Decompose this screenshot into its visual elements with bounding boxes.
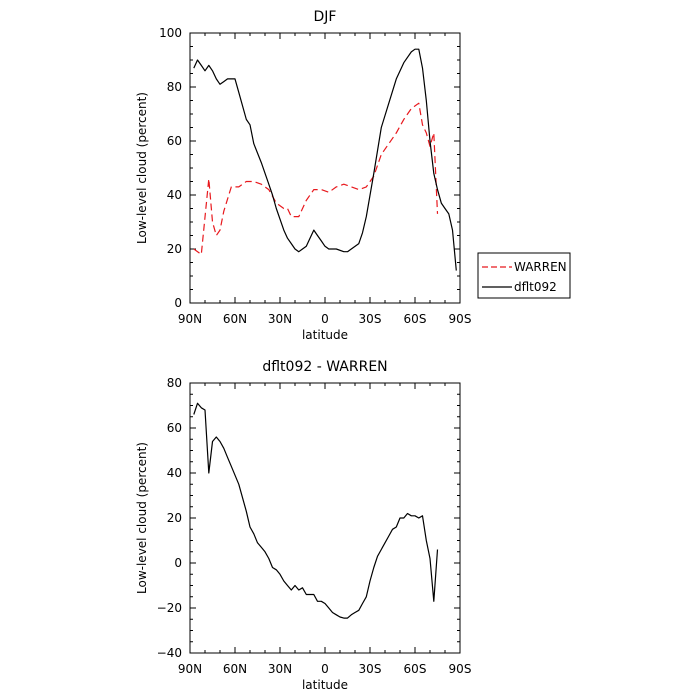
x-tick-label: 90S [449, 662, 472, 676]
y-tick-label: 80 [167, 80, 182, 94]
legend: WARREN dflt092 [477, 252, 571, 299]
y-tick-label: 100 [159, 26, 182, 40]
series-line-warren [193, 102, 439, 255]
chart-panel-difference: dflt092 - WARREN 90N 60N 30N 0 30S 60S 90S −40 −2… [135, 359, 471, 692]
legend-label-dflt092: dflt092 [514, 280, 557, 294]
legend-label-warren: WARREN [514, 260, 567, 274]
x-tick-label: 90N [178, 312, 202, 326]
x-tick-label: 60S [404, 662, 427, 676]
x-tick-label: 30N [268, 662, 292, 676]
y-tick-label: −20 [157, 601, 182, 615]
y-tick-label: 60 [167, 421, 182, 435]
x-axis-label: latitude [302, 678, 348, 692]
x-tick-label: 30S [359, 312, 382, 326]
y-tick-label: 60 [167, 134, 182, 148]
y-tick-label: 0 [174, 556, 182, 570]
y-tick-label: 20 [167, 242, 182, 256]
x-tick-label: 60N [223, 312, 247, 326]
y-tick-label: 80 [167, 376, 182, 390]
chart-title: DJF [314, 9, 337, 25]
series-line-difference [193, 402, 439, 619]
legend-box [477, 252, 571, 299]
chart-panel-djf: DJF 90N 60N 30N 0 30S 60S 90S 0 20 40 60 80 100 latitu… [135, 9, 471, 342]
y-axis-label: Low-level cloud (percent) [135, 442, 149, 594]
x-tick-label: 0 [321, 312, 329, 326]
y-tick-label: 40 [167, 188, 182, 202]
y-tick-label: −40 [157, 646, 182, 660]
y-tick-label: 40 [167, 466, 182, 480]
y-tick-label: 0 [174, 296, 182, 310]
x-tick-label: 0 [321, 662, 329, 676]
x-tick-label: 30N [268, 312, 292, 326]
chart-title: dflt092 - WARREN [262, 359, 387, 375]
x-tick-label: 60S [404, 312, 427, 326]
x-tick-label: 30S [359, 662, 382, 676]
y-axis-label: Low-level cloud (percent) [135, 92, 149, 244]
x-tick-label: 90N [178, 662, 202, 676]
x-tick-label: 90S [449, 312, 472, 326]
x-axis-label: latitude [302, 328, 348, 342]
x-tick-label: 60N [223, 662, 247, 676]
y-tick-label: 20 [167, 511, 182, 525]
plot-frame [189, 32, 461, 304]
series-line-dflt092 [193, 48, 457, 271]
